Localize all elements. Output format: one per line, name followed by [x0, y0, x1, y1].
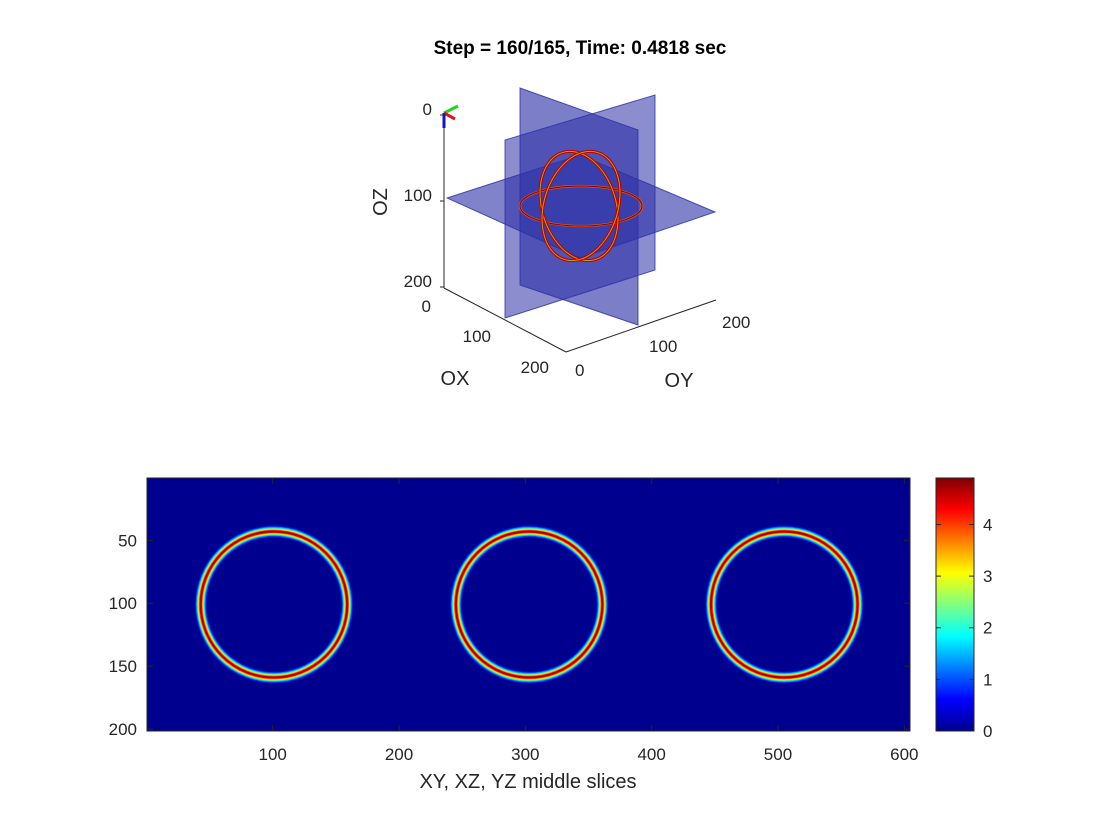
x-tick-label: 0: [422, 297, 431, 316]
y-tick-label: 100: [649, 337, 677, 356]
xy-slice-plane: [445, 154, 717, 259]
axes-triad-icon: [442, 104, 459, 128]
x-axis-line: [443, 287, 567, 353]
y-tick-label: 50: [118, 531, 137, 550]
heatmap-background: [147, 478, 910, 731]
x-tick-label: 400: [637, 745, 665, 764]
x-axis-label: OX: [441, 368, 470, 390]
y-axis-line: [565, 299, 717, 353]
colorbar-ticks: 0 1 2 3 4: [936, 515, 992, 741]
volume-3d-plot: Step = 160/165, Time: 0.4818 sec 0 1: [370, 38, 750, 392]
heatmap-y-ticks: 50 100 150 200: [109, 531, 910, 739]
xz-slice-ring-glow: [539, 150, 619, 262]
heatmap-ring: [194, 525, 354, 684]
heatmap-ring-band: [200, 530, 348, 679]
heatmap-ring-band: [455, 530, 603, 679]
colorbar-tick-label: 0: [983, 722, 992, 741]
x-tick-label: 300: [511, 745, 539, 764]
yz-slice-ring-glow: [541, 150, 621, 262]
y-tick-label: 0: [575, 361, 584, 380]
heatmap-rings: [194, 525, 864, 684]
colorbar-tick-label: 3: [983, 567, 992, 586]
y-ticks: 0 100 200: [575, 313, 750, 380]
colorbar-tick-label: 2: [983, 619, 992, 638]
chart-title: Step = 160/165, Time: 0.4818 sec: [434, 38, 727, 59]
colorbar-tick-label: 4: [983, 515, 992, 534]
x-tick-label: 200: [385, 745, 413, 764]
y-tick-label: 100: [109, 594, 137, 613]
z-ticks: 0 100 200: [404, 100, 444, 291]
slices-heatmap: 100 200 300 400 500 600 50 100 150 200 XY, XZ, Y…: [109, 477, 919, 793]
x-tick-label: 600: [890, 745, 918, 764]
z-tick-label: 0: [423, 100, 432, 119]
heatmap-ring: [449, 525, 609, 684]
heatmap-ring-band: [710, 530, 859, 679]
x-ticks: 0 100 200: [422, 297, 549, 377]
x-tick-label: 100: [259, 745, 287, 764]
y-tick-label: 200: [722, 313, 750, 332]
heatmap-x-ticks: 100 200 300 400 500 600: [259, 478, 919, 764]
heatmap-x-axis-label: XY, XZ, YZ middle slices: [419, 771, 636, 793]
colorbar-tick-label: 1: [983, 670, 992, 689]
x-tick-label: 100: [463, 327, 491, 346]
y-tick-label: 150: [109, 657, 137, 676]
colorbar: 0 1 2 3 4: [935, 477, 992, 741]
z-tick-label: 200: [404, 272, 432, 291]
x-tick-label: 500: [764, 745, 792, 764]
y-axis-label: OY: [665, 370, 694, 392]
x-tick-label: 200: [521, 358, 549, 377]
heatmap-ring: [705, 525, 864, 684]
z-tick-label: 100: [404, 186, 432, 205]
z-axis-label: OZ: [370, 188, 392, 216]
y-tick-label: 200: [109, 720, 137, 739]
xy-slice-ring-core: [519, 185, 643, 227]
colorbar-gradient: [935, 477, 975, 732]
heatmap-frame: [146, 477, 911, 732]
